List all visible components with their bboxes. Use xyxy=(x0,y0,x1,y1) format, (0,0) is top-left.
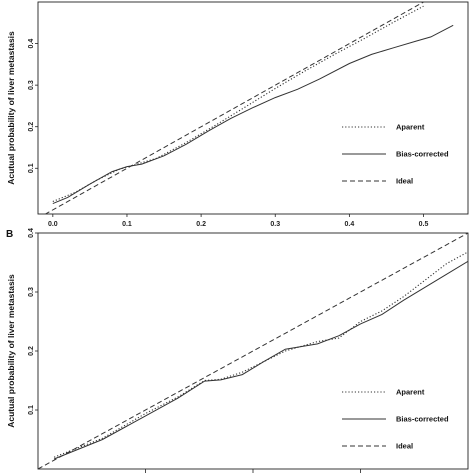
y-tick-label: 0.2 xyxy=(28,122,35,132)
x-tick-label: 0.2 xyxy=(196,221,206,228)
legend-label: Aparent xyxy=(396,388,425,397)
series-group xyxy=(38,233,468,469)
legend-label: Ideal xyxy=(396,442,413,451)
y-tick-label: 0.4 xyxy=(28,39,35,49)
y-tick-label: 0.1 xyxy=(28,163,35,173)
series-line-bias-corrected xyxy=(52,24,454,205)
y-tick-label: 0.3 xyxy=(28,80,35,90)
x-tick-label: 0.3 xyxy=(270,221,280,228)
y-tick-label: 0.4 xyxy=(28,228,35,238)
legend: Aparent Bias-corrected Ideal xyxy=(342,388,449,451)
series-line-apparent xyxy=(53,251,468,458)
x-tick-label: 0.5 xyxy=(419,221,429,228)
series-line-ideal xyxy=(44,2,425,214)
legend-label: Bias-corrected xyxy=(396,415,449,424)
legend-label: Ideal xyxy=(396,177,413,186)
series-line-apparent xyxy=(52,5,424,203)
y-tick-label: 0.2 xyxy=(28,346,35,356)
y-axis-label: Acutual probability of liver metastasis xyxy=(6,274,16,428)
series-line-bias-corrected xyxy=(53,260,468,460)
y-tick-label: 0.3 xyxy=(28,287,35,297)
series-line-ideal xyxy=(38,233,468,469)
x-tick-label: 0.4 xyxy=(345,221,355,228)
legend-label: Bias-corrected xyxy=(396,150,449,159)
series-group xyxy=(44,2,454,214)
panel-letter: B xyxy=(6,229,13,240)
legend: Aparent Bias-corrected Ideal xyxy=(342,123,449,186)
plot-frame xyxy=(37,1,469,215)
chart-panel-2: B 0.1 0.2 0.3 0.4 Acutual probability of live… xyxy=(6,228,469,473)
legend-label: Aparent xyxy=(396,123,425,132)
x-tick-label: 0.1 xyxy=(122,221,132,228)
y-axis-label: Acutual probability of liver metastasis xyxy=(6,31,16,185)
y-tick-label: 0.1 xyxy=(28,405,35,415)
x-tick-label: 0.0 xyxy=(48,221,58,228)
chart-panel-1: 0.1 0.2 0.3 0.4 0.0 0.1 0.2 0.3 0.4 0.5 Acutual pr… xyxy=(6,1,469,228)
